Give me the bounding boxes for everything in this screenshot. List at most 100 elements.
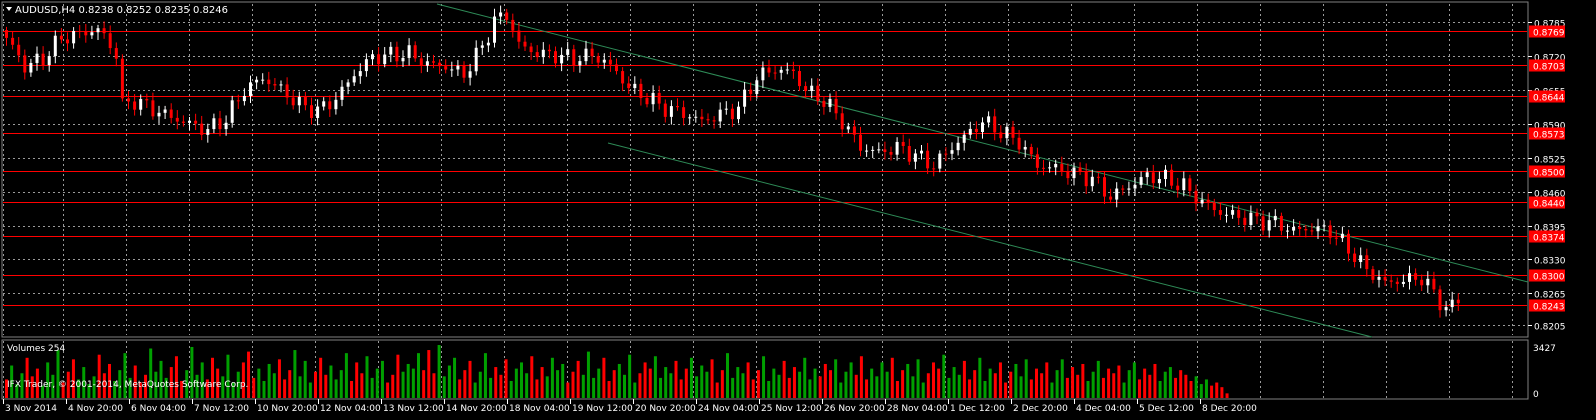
volume-bar (993, 373, 997, 398)
volume-bar (530, 356, 534, 398)
candle-body (828, 98, 832, 107)
candle-body (279, 84, 283, 86)
volume-bar (1132, 362, 1136, 398)
candle-body (200, 123, 204, 135)
price-axis[interactable]: 0.87850.87200.86550.85900.85250.84600.83… (1528, 20, 1566, 333)
candle-body (389, 46, 393, 55)
volume-bar (324, 374, 328, 398)
candle-body (1292, 227, 1296, 231)
volume-bar (1035, 368, 1038, 398)
candle-body (834, 98, 838, 114)
candle-body (23, 55, 27, 73)
volume-bar (221, 376, 225, 398)
time-tick-label: 4 Dec 04:00 (1076, 404, 1131, 414)
candle-body (639, 83, 643, 98)
volume-bar (386, 382, 390, 398)
trend-channel[interactable] (436, 3, 1529, 338)
volume-bar (597, 368, 601, 398)
volume-bar (1060, 359, 1064, 398)
price-tick-label: 0.8720 (1534, 54, 1566, 64)
candle-body (816, 85, 820, 101)
candle-body (322, 101, 326, 107)
triangle-down-icon[interactable] (6, 7, 12, 11)
volume-bar (715, 382, 719, 398)
volume-bar (890, 357, 894, 398)
time-tick-label: 12 Nov 04:00 (320, 404, 381, 414)
candle-body (682, 107, 686, 118)
volume-bar (803, 357, 807, 398)
candle-body (566, 49, 570, 55)
level-price-label: 0.8300 (1533, 273, 1565, 283)
level-price-tag (1529, 196, 1565, 209)
volume-bar (499, 374, 503, 398)
candle-body (236, 100, 240, 102)
level-price-label: 0.8374 (1533, 234, 1565, 244)
candle-body (1371, 269, 1375, 280)
candle-body (1255, 212, 1259, 217)
candle-body (1286, 230, 1289, 232)
volume-bar (947, 377, 951, 398)
candle-body (1145, 172, 1149, 178)
candle-body (755, 80, 759, 94)
volume-bar (767, 380, 771, 398)
volume-bar (561, 363, 565, 398)
volume-bar (669, 373, 673, 398)
volume-bar (82, 367, 86, 398)
channel-upper-line[interactable] (436, 3, 1529, 283)
volume-bar (267, 363, 271, 398)
volume-bar (447, 365, 451, 398)
candle-body (1017, 137, 1021, 150)
volume-bar (514, 368, 518, 398)
volume-bar (329, 365, 333, 398)
candle-body (846, 126, 850, 130)
channel-lower-line[interactable] (607, 142, 1373, 338)
candle-body (1133, 184, 1137, 189)
volume-bar (566, 382, 570, 398)
candle-body (1340, 233, 1344, 239)
candle-body (541, 49, 545, 58)
candle-body (1072, 167, 1076, 179)
candle-body (596, 56, 600, 63)
volume-bar (314, 371, 317, 398)
candle-body (78, 30, 82, 32)
volume-bar (365, 356, 369, 398)
volume-bar (164, 377, 168, 398)
candle-body (712, 120, 716, 122)
volume-bar (798, 371, 802, 398)
volume-bar (211, 357, 214, 398)
volume-bar (540, 367, 544, 398)
candle-body (1243, 217, 1247, 225)
volume-bar (427, 350, 431, 398)
volume-bar (772, 368, 776, 398)
level-price-label: 0.8440 (1533, 200, 1565, 210)
candle-body (1322, 225, 1326, 227)
volume-bar (509, 380, 513, 398)
volume-bar (453, 357, 457, 398)
volume-bar (180, 380, 184, 398)
volume-bar (1101, 377, 1105, 398)
candle-body (810, 85, 814, 91)
candle-body (17, 44, 21, 56)
candle-body (505, 12, 509, 20)
candle-body (1334, 237, 1338, 239)
candle-body (212, 118, 216, 130)
candle-body (1365, 255, 1369, 270)
candle-body (1389, 280, 1393, 282)
volume-bar (30, 376, 34, 398)
candle-body (822, 100, 826, 107)
volume-bar (1091, 371, 1095, 398)
volume-bar (556, 370, 560, 398)
candle-body (993, 116, 997, 133)
volume-bar (839, 382, 843, 398)
volume-bar (113, 380, 117, 398)
candle-body (1206, 199, 1210, 203)
horizontal-levels[interactable] (3, 31, 1527, 306)
volume-bar (422, 370, 426, 398)
price-tick-label: 0.8330 (1534, 257, 1566, 267)
time-axis[interactable]: 3 Nov 2014 4 Nov 20:00 6 Nov 04:00 7 Nov 12… (3, 399, 1258, 414)
volume-bar (216, 368, 220, 398)
volume-bar (108, 363, 111, 398)
volume-bar (473, 382, 477, 398)
